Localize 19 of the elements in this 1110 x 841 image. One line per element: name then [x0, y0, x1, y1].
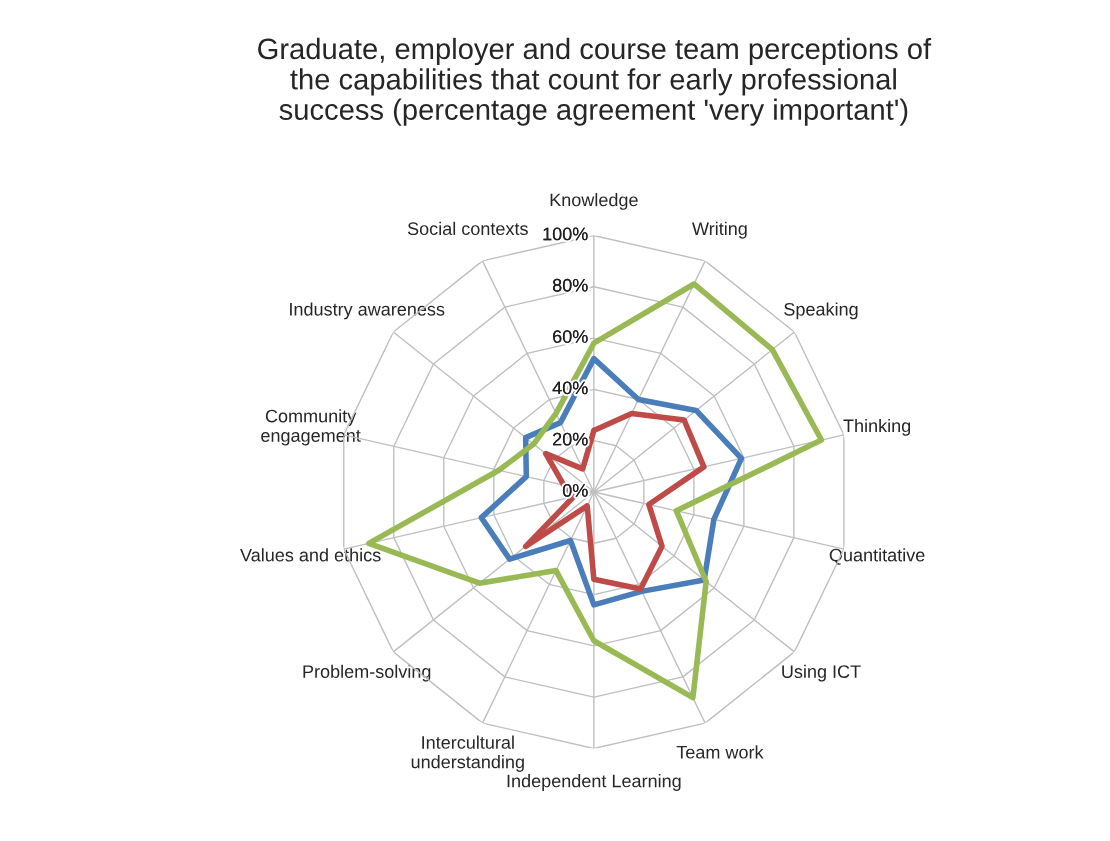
spoke-label: Problem-solving — [303, 664, 431, 682]
spoke-label: Social contexts — [407, 221, 528, 236]
spoke-label: Independent Learning — [507, 774, 681, 791]
chart-title: Graduate, employer and course team perceptions of the capabilities that count for early professional success (percentage agreement 'very important') — [258, 37, 932, 126]
spoke-label: Writing — [692, 221, 747, 239]
y-tick-label: 60% — [553, 330, 588, 343]
spoke-label: Quantitative — [829, 548, 925, 565]
y-tick-label: 80% — [552, 278, 588, 292]
spoke-label: Using ICT — [782, 664, 861, 682]
y-tick-label: 20% — [553, 432, 588, 446]
spoke-label: Team work — [676, 745, 764, 759]
y-tick-label: 100% — [543, 227, 588, 241]
spoke-label: Speaking — [784, 302, 858, 320]
spoke-label: Industry awareness — [290, 302, 445, 320]
spoke-label: Thinking — [843, 418, 911, 436]
spoke-label: Values and ethics — [240, 548, 381, 562]
spoke-label: Community engagement — [261, 409, 361, 446]
spoke-label: Knowledge — [550, 193, 638, 210]
spoke-label: Intercultural understanding — [411, 735, 524, 772]
